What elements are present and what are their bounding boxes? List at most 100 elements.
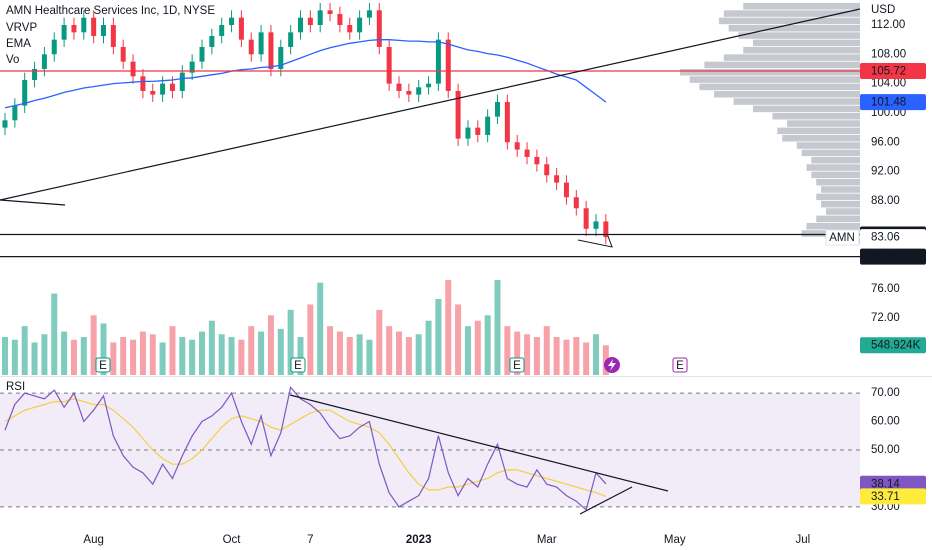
y-tick-label: 76.00 (871, 283, 900, 295)
profile-bar (723, 54, 860, 61)
earnings-label: E (99, 360, 107, 372)
volume-bar (474, 320, 481, 375)
profile-bar (752, 105, 860, 113)
indicator-name: EMA (6, 38, 31, 50)
price-badge (860, 337, 926, 354)
candle-body (71, 24, 77, 33)
volume-bar (267, 315, 274, 375)
rsi-line (4, 386, 607, 511)
rsi-tick-label: 60.00 (871, 416, 900, 428)
profile-bar (816, 178, 860, 186)
candle-body (563, 182, 569, 198)
volume-bar (435, 299, 442, 375)
profile-bar (806, 222, 860, 230)
profile-bar (680, 68, 860, 76)
candle-body (445, 39, 451, 91)
volume-bar (386, 326, 393, 375)
volume-bar (130, 339, 137, 375)
volume-bar (455, 304, 462, 375)
candle-body (120, 46, 126, 62)
price-badge (860, 475, 926, 492)
volume-bar (80, 337, 87, 375)
x-tick-label: Jul (795, 534, 810, 546)
candle-body (426, 83, 432, 88)
volume-bar (583, 342, 590, 375)
volume-bar (287, 309, 294, 375)
x-tick-label: May (664, 534, 686, 546)
profile-bar (821, 200, 860, 208)
symbol-label: AMN (829, 232, 855, 244)
candle-body (485, 116, 491, 135)
earnings-marker (672, 357, 688, 373)
profile-bar (704, 61, 860, 69)
symbol-box (825, 229, 860, 246)
candle-body (179, 72, 185, 91)
profile-bar (782, 134, 860, 142)
profile-bar (816, 215, 860, 223)
volume-bar (405, 337, 412, 375)
x-tick-label: Oct (223, 534, 242, 546)
price-badge (860, 63, 926, 80)
y-tick-label: 112.00 (871, 19, 905, 31)
price-badge (860, 488, 926, 505)
candle-body (278, 46, 284, 69)
volume-bar (336, 331, 343, 375)
price-badge (860, 229, 926, 246)
candle-body (238, 17, 244, 40)
candle-body (495, 101, 500, 117)
volume-bar (494, 280, 501, 375)
volume-bar (169, 326, 176, 375)
rsi-band (0, 393, 860, 507)
volume-bar (159, 342, 166, 375)
candle-body (160, 83, 166, 95)
volume-bar (307, 304, 314, 375)
candle-body (465, 127, 471, 139)
volume-bar (208, 320, 215, 375)
volume-bar (464, 326, 471, 375)
profile-bar (699, 83, 860, 91)
volume-bar (297, 337, 304, 375)
indicator-name: VRVP (6, 22, 37, 34)
y-tick-label: 72.00 (871, 312, 900, 324)
candle-body (337, 14, 343, 25)
candle-body (199, 46, 205, 62)
volume-bar (179, 337, 186, 375)
volume-bar (248, 326, 255, 375)
candle-body (41, 54, 47, 69)
profile-bar (801, 149, 860, 157)
candle-body (288, 32, 294, 47)
candle-body (534, 156, 540, 165)
price-badge-label: 548.924K (871, 340, 921, 352)
profile-bar (806, 164, 860, 171)
candle-body (22, 79, 28, 106)
volume-bar (543, 326, 550, 375)
volume-bar (504, 326, 511, 375)
profile-bar (787, 120, 860, 127)
candle-body (219, 24, 225, 36)
profile-bar (811, 171, 860, 179)
earnings-marker (290, 357, 306, 373)
candle-body (189, 61, 195, 73)
profile-bar (825, 208, 860, 215)
earnings-marker (95, 357, 111, 373)
candle-body (268, 32, 274, 69)
candle-body (51, 39, 57, 55)
candle-body (583, 208, 589, 229)
candle-body (209, 35, 215, 47)
earnings-marker (509, 357, 525, 373)
x-tick-label: Aug (83, 534, 103, 546)
candle-body (524, 149, 530, 157)
volume-bar (228, 337, 235, 375)
rsi-trend-line (579, 486, 633, 515)
profile-bar (743, 3, 860, 10)
volume-bar (553, 337, 560, 375)
volume-bar (21, 326, 28, 375)
y-tick-label: 88.00 (871, 195, 900, 207)
candle-body (416, 87, 422, 95)
candle-body (435, 39, 441, 84)
volume-bar (31, 342, 38, 375)
volume-bar (445, 280, 452, 375)
profile-bar (733, 98, 860, 105)
volume-bar (2, 337, 8, 375)
volume-bar (11, 339, 18, 375)
